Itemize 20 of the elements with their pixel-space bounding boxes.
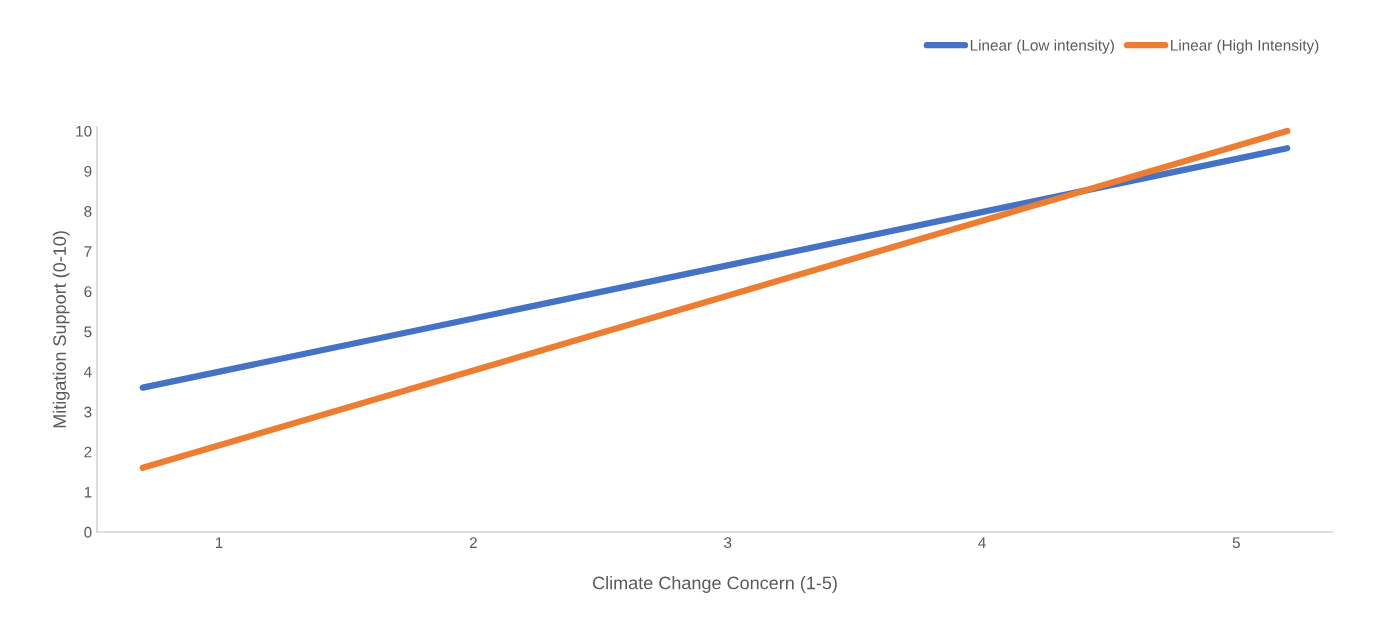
y-tick-label: 6 bbox=[84, 286, 92, 298]
x-tick-label: 4 bbox=[978, 537, 986, 548]
y-tick-label: 2 bbox=[84, 446, 92, 458]
x-tick-label: 5 bbox=[1232, 537, 1240, 549]
y-tick-label: 8 bbox=[84, 206, 92, 217]
y-tick-label: 10 bbox=[76, 125, 92, 137]
y-tick-label: 7 bbox=[84, 246, 92, 257]
x-tick-label: 1 bbox=[215, 537, 223, 548]
legend-label: Linear (Low intensity) bbox=[970, 39, 1114, 54]
x-axis-title: Climate Change Concern (1-5) bbox=[592, 576, 837, 593]
x-tick-label: 3 bbox=[724, 537, 732, 549]
y-axis-title: Mitigation Support (0-10) bbox=[52, 231, 70, 428]
y-tick-label: 4 bbox=[83, 366, 92, 378]
y-tick-label: 3 bbox=[84, 406, 92, 418]
y-tick-label: 5 bbox=[84, 326, 92, 338]
y-tick-label: 9 bbox=[84, 165, 92, 177]
y-tick-label: 0 bbox=[84, 526, 92, 538]
x-tick-label: 2 bbox=[469, 537, 477, 548]
legend-label: Linear (High Intensity) bbox=[1171, 39, 1319, 54]
y-tick-label: 1 bbox=[84, 486, 92, 498]
